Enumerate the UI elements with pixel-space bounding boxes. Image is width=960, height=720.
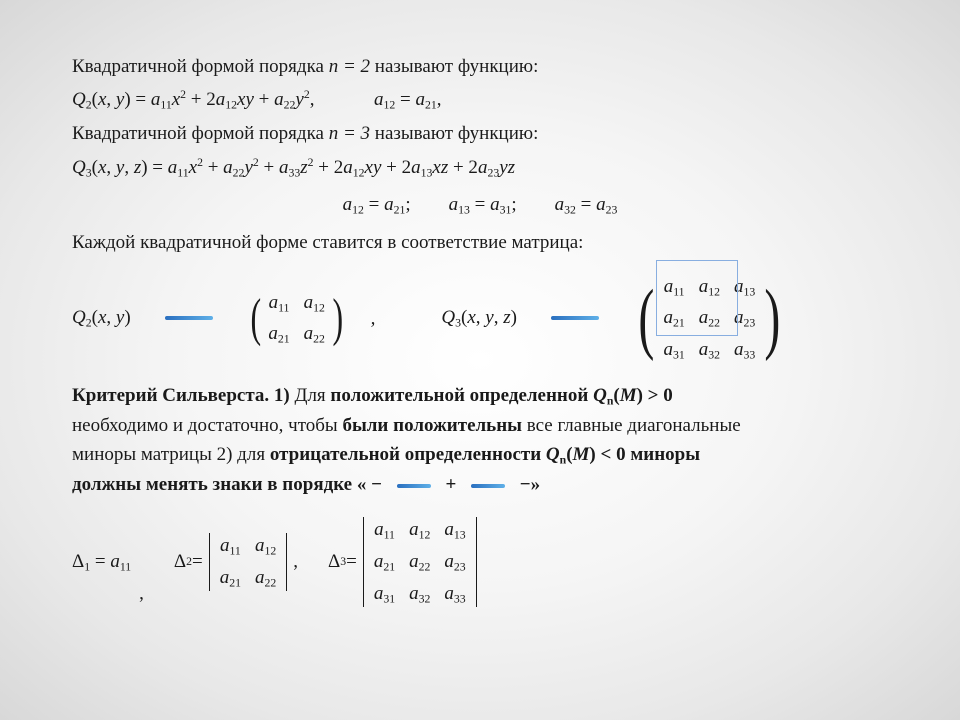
delta2: Δ2 = a11a12 a21a22 , bbox=[174, 531, 298, 593]
text-bold: + bbox=[445, 474, 456, 495]
text: Квадратичной формой порядка bbox=[72, 123, 329, 144]
arrow-icon bbox=[551, 316, 599, 320]
text-bold: должны менять знаки в порядке « − bbox=[72, 474, 382, 495]
para-matrix: Каждой квадратичной форме ставится в соо… bbox=[72, 228, 888, 257]
eq-q2: Q2(x, y) = a11x2 + 2a12xy + a22y2, a12 =… bbox=[72, 85, 888, 115]
arrow-icon bbox=[471, 484, 505, 488]
comma: , bbox=[139, 579, 144, 608]
para-q2-def: Квадратичной формой порядка n = 2 называ… bbox=[72, 52, 888, 81]
text: называют функцию: bbox=[370, 56, 538, 77]
eq-q3-symm: a12 = a21; a13 = a31; a32 = a23 bbox=[72, 190, 888, 220]
delta1: Δ1 = a11 bbox=[72, 547, 131, 577]
arrow-icon bbox=[397, 484, 431, 488]
matrices-row: Q2(x, y) ( a11a12 a21a22 ) , Q3(x, y, z)… bbox=[72, 272, 888, 365]
matrix-q2: ( a11a12 a21a22 ) bbox=[247, 288, 347, 350]
math-inline: Qn(M) > 0 bbox=[593, 385, 673, 406]
text: Для bbox=[294, 385, 330, 406]
text: все главные диагональные bbox=[522, 415, 741, 436]
arrow-icon bbox=[165, 316, 213, 320]
sylvester-title: Критерий Сильверста. 1) bbox=[72, 385, 294, 406]
text: миноры матрицы 2) для bbox=[72, 444, 270, 465]
slide: Квадратичной формой порядка n = 2 называ… bbox=[0, 0, 960, 657]
math-inline: n = 3 bbox=[329, 123, 370, 144]
text-bold: положительной определенной bbox=[330, 385, 593, 406]
eq-q3: Q3(x, y, z) = a11x2 + a22y2 + a33z2 + 2a… bbox=[72, 153, 888, 183]
text-bold: были положительны bbox=[342, 415, 522, 436]
text-bold: −» bbox=[520, 474, 540, 495]
minors-row: Δ1 = a11 , Δ2 = a11a12 a21a22 , Δ3 = a11… bbox=[72, 515, 888, 608]
para-q3-def: Квадратичной формой порядка n = 3 называ… bbox=[72, 119, 888, 148]
text: Квадратичной формой порядка bbox=[72, 56, 329, 77]
matrix-q3: ( a11a12a13 a21a22a23 a31a32a33 ) bbox=[633, 272, 786, 365]
q2-label: Q2(x, y) bbox=[72, 303, 131, 333]
delta3: Δ3 = a11a12a13 a21a22a23 a31a32a33 bbox=[328, 515, 483, 608]
sylvester-para: Критерий Сильверста. 1) Для положительно… bbox=[72, 381, 888, 499]
q3-label: Q3(x, y, z) bbox=[441, 303, 517, 333]
text: необходимо и достаточно, чтобы bbox=[72, 415, 342, 436]
text: называют функцию: bbox=[370, 123, 538, 144]
math-inline: Qn(M) < 0 bbox=[546, 444, 626, 465]
trailer: , bbox=[371, 304, 376, 333]
math-inline: n = 2 bbox=[329, 56, 370, 77]
text-bold: миноры bbox=[626, 444, 701, 465]
text-bold: отрицательной определенности bbox=[270, 444, 546, 465]
